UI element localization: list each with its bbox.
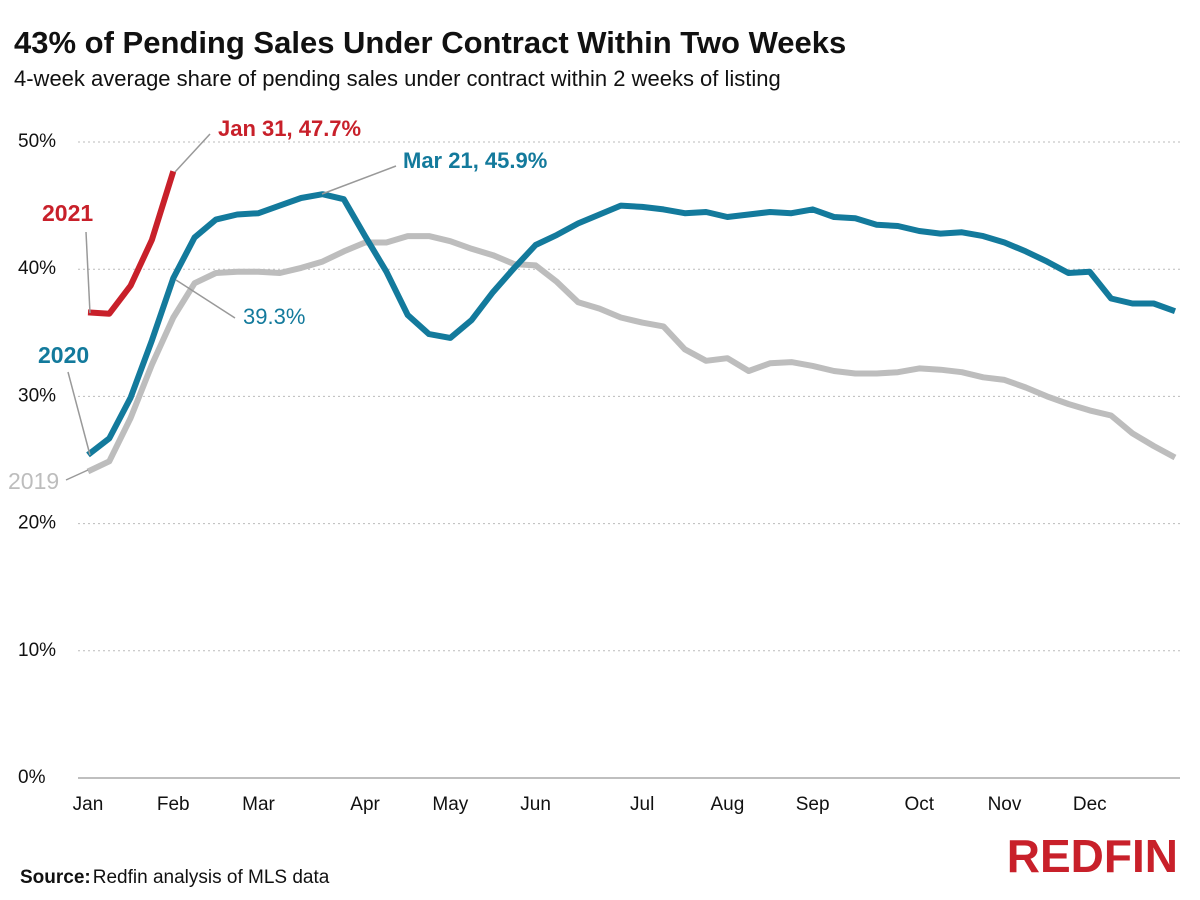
leader-line bbox=[85, 231, 91, 314]
x-tick-label: Jul bbox=[630, 794, 654, 815]
source-text: Redfin analysis of MLS data bbox=[93, 867, 330, 888]
x-tick-label: Aug bbox=[711, 794, 745, 815]
annotation: Mar 21, 45.9% bbox=[403, 148, 547, 173]
x-tick-label: Sep bbox=[796, 794, 830, 815]
y-tick-label: 10% bbox=[18, 640, 56, 661]
x-tick-label: Apr bbox=[350, 794, 380, 815]
series-label: 2019 bbox=[8, 468, 59, 494]
source: Source: Redfin analysis of MLS data bbox=[20, 867, 330, 888]
x-tick-label: Dec bbox=[1073, 794, 1107, 815]
leader-line bbox=[175, 279, 236, 319]
series-line bbox=[87, 170, 177, 317]
leader-line bbox=[67, 371, 91, 456]
y-tick-label: 50% bbox=[18, 131, 56, 152]
series-label: 2021 bbox=[42, 200, 93, 226]
logo: REDFIN bbox=[1007, 830, 1178, 882]
x-tick-label: Jun bbox=[520, 794, 551, 815]
chart-subtitle: 4-week average share of pending sales un… bbox=[14, 66, 781, 91]
series-label: 2020 bbox=[38, 342, 89, 368]
x-tick-label: Nov bbox=[988, 794, 1022, 815]
y-tick-label: 40% bbox=[18, 258, 56, 279]
leader-line bbox=[65, 469, 89, 481]
source-label: Source: bbox=[20, 867, 91, 888]
x-tick-label: May bbox=[432, 794, 468, 815]
x-tick-label: Jan bbox=[73, 794, 104, 815]
chart-title: 43% of Pending Sales Under Contract With… bbox=[14, 25, 846, 60]
annotation: 39.3% bbox=[243, 304, 305, 329]
annotation: Jan 31, 47.7% bbox=[218, 116, 361, 141]
series-line bbox=[86, 233, 1177, 475]
x-tick-label: Oct bbox=[904, 794, 934, 815]
y-tick-label: 30% bbox=[18, 385, 56, 406]
y-tick-label: 0% bbox=[18, 767, 46, 788]
x-tick-label: Mar bbox=[242, 794, 275, 815]
leader-line bbox=[174, 133, 211, 173]
leader-line bbox=[321, 165, 397, 195]
series-line bbox=[86, 191, 1177, 458]
x-tick-label: Feb bbox=[157, 794, 190, 815]
y-tick-label: 20% bbox=[18, 513, 56, 534]
